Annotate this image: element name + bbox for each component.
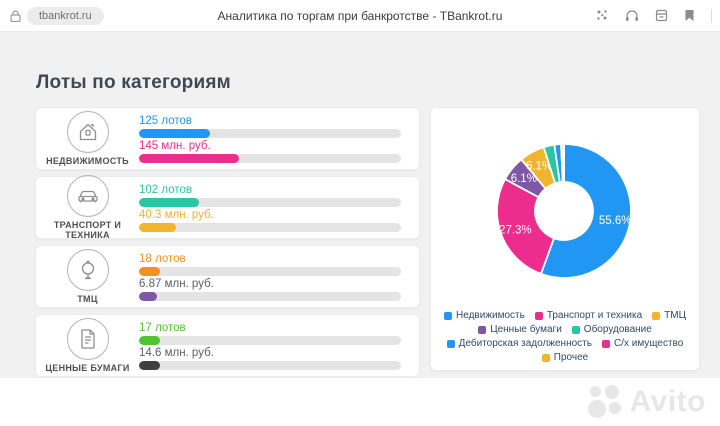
money-bar-fill: [139, 222, 176, 232]
category-card-goods: ТМЦ 18 лотов 6.87 млн. руб.: [35, 245, 420, 308]
money-bar-fill: [139, 360, 160, 370]
legend-swatch: [534, 311, 543, 320]
money-bar-track: [139, 153, 401, 163]
pie-slice-label: 6.1%: [526, 160, 552, 172]
lots-bar-fill: [139, 335, 160, 345]
money-bar-fill: [139, 153, 239, 163]
car-icon: [66, 175, 109, 217]
lots-value: 102 лотов: [139, 183, 193, 196]
legend-label: Прочее: [553, 352, 589, 363]
lots-bar-track: [139, 266, 401, 276]
lots-value: 18 лотов: [139, 252, 186, 265]
pie-slice-Транспорт и техника[interactable]: [496, 177, 556, 276]
apps-grid-icon[interactable]: [596, 9, 609, 22]
money-bar-row: 14.6 млн. руб.: [139, 347, 401, 370]
lots-bar-row: 125 лотов: [139, 115, 401, 138]
money-value: 145 млн. руб.: [139, 139, 211, 152]
category-card-real-estate: НЕДВИЖИМОСТЬ 125 лотов 145 млн. руб.: [35, 107, 420, 170]
lots-bar-track: [139, 128, 401, 138]
legend-label: С/х имущество: [613, 338, 684, 349]
lots-value: 17 лотов: [139, 321, 186, 334]
category-card-transport: ТРАНСПОРТ И ТЕХНИКА 102 лотов 40.3 млн. …: [35, 175, 420, 240]
pie-slice-Недвижимость[interactable]: [539, 143, 632, 279]
chart-legend: Недвижимость Транспорт и техника ТМЦ Ценные…: [436, 310, 694, 363]
money-bar-fill: [139, 291, 158, 301]
toolbar-divider: [711, 8, 712, 23]
legend-item-Транспорт и техника[interactable]: Транспорт и техника: [534, 310, 643, 321]
legend-label: Дебиторская задолженность: [458, 338, 592, 349]
lock-icon: [10, 9, 21, 22]
legend-item-ТМЦ[interactable]: ТМЦ: [652, 310, 686, 321]
category-card-securities: ЦЕННЫЕ БУМАГИ 17 лотов 14.6 млн. руб.: [35, 314, 420, 377]
pie-slice-label: 6.1%: [511, 173, 537, 185]
lots-bar-row: 17 лотов: [139, 322, 401, 345]
category-name: ТМЦ: [77, 294, 98, 304]
pie-slice-label: 27.3%: [499, 224, 532, 236]
house-icon: [66, 111, 109, 153]
page-title: Лоты по категориям: [36, 72, 231, 93]
avito-watermark: Avito: [587, 385, 706, 419]
legend-swatch: [571, 325, 580, 334]
lots-value: 125 лотов: [139, 114, 193, 127]
money-bar-row: 40.3 млн. руб.: [139, 209, 401, 232]
browser-topbar: tbankrot.ru Аналитика по торгам при банк…: [0, 0, 720, 32]
money-bar-row: 6.87 млн. руб.: [139, 278, 401, 301]
legend-item-Ценные бумаги[interactable]: Ценные бумаги: [478, 324, 562, 335]
legend-item-Дебиторская задолженность[interactable]: Дебиторская задолженность: [446, 338, 592, 349]
pie-slice-Прочее[interactable]: [562, 143, 565, 183]
money-value: 14.6 млн. руб.: [139, 346, 214, 359]
legend-swatch: [601, 339, 610, 348]
url-bar[interactable]: tbankrot.ru: [27, 6, 104, 25]
legend-item-С/х имущество[interactable]: С/х имущество: [601, 338, 684, 349]
legend-label: Ценные бумаги: [490, 324, 562, 335]
legend-label: Недвижимость: [456, 310, 525, 321]
legend-swatch: [446, 339, 455, 348]
legend-swatch: [541, 353, 550, 362]
legend-item-Прочее[interactable]: Прочее: [541, 352, 589, 363]
lots-bar-fill: [139, 197, 200, 207]
goods-icon: [66, 249, 109, 291]
document-icon: [66, 318, 109, 360]
money-value: 40.3 млн. руб.: [139, 208, 214, 221]
legend-label: Транспорт и техника: [546, 310, 643, 321]
lots-bar-fill: [139, 266, 160, 276]
footer: Avito: [0, 378, 720, 426]
money-bar-track: [139, 360, 401, 370]
lots-bar-row: 102 лотов: [139, 184, 401, 207]
dashboard-area: Лоты по категориям НЕДВИЖИМОСТЬ 125 лото…: [0, 32, 720, 378]
pie-slice-label: 55.6%: [599, 215, 632, 227]
money-bar-track: [139, 291, 401, 301]
headphones-icon[interactable]: [625, 9, 639, 22]
category-name: НЕДВИЖИМОСТЬ: [46, 156, 129, 166]
legend-label: ТМЦ: [664, 310, 686, 321]
legend-item-Недвижимость[interactable]: Недвижимость: [444, 310, 525, 321]
legend-item-Оборудование[interactable]: Оборудование: [571, 324, 652, 335]
money-bar-track: [139, 222, 401, 232]
money-value: 6.87 млн. руб.: [139, 277, 214, 290]
avito-logo-icon: [587, 385, 624, 419]
legend-label: Оборудование: [583, 324, 652, 335]
avito-wordmark: Avito: [629, 385, 706, 418]
lots-bar-track: [139, 335, 401, 345]
donut-chart[interactable]: 55.6% 27.3% 6.1%6.1%: [431, 110, 699, 308]
money-bar-row: 145 млн. руб.: [139, 140, 401, 163]
legend-swatch: [652, 311, 661, 320]
lots-bar-row: 18 лотов: [139, 253, 401, 276]
legend-swatch: [444, 311, 453, 320]
category-name: ТРАНСПОРТ И ТЕХНИКА: [53, 220, 122, 240]
legend-swatch: [478, 325, 487, 334]
bookmark-icon[interactable]: [684, 9, 695, 22]
save-collection-icon[interactable]: [655, 9, 668, 22]
pie-chart-card: 55.6% 27.3% 6.1% 6.1% Недвижимость Транспорт…: [430, 107, 700, 371]
categories-list: НЕДВИЖИМОСТЬ 125 лотов 145 млн. руб.: [35, 107, 420, 377]
lots-bar-track: [139, 197, 401, 207]
lots-bar-fill: [139, 128, 210, 138]
category-name: ЦЕННЫЕ БУМАГИ: [45, 363, 130, 373]
